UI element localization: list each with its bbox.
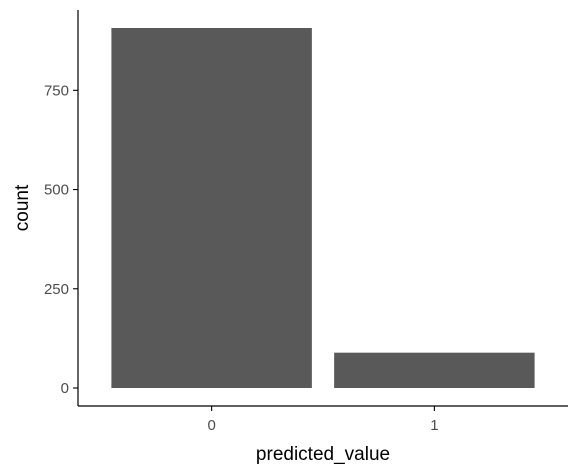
bar-1: [334, 352, 535, 388]
y-axis-title: count: [12, 184, 33, 231]
y-tick-label: 500: [44, 182, 69, 199]
y-tick-label: 0: [61, 380, 69, 397]
bars-group: [111, 28, 535, 388]
x-axis-title: predicted_value: [256, 444, 390, 465]
x-tick-label: 0: [207, 417, 215, 434]
y-tick-label: 250: [44, 281, 69, 298]
y-axis-ticks: 0 250 500 750: [44, 82, 78, 397]
x-tick-label: 1: [430, 417, 438, 434]
y-tick-label: 750: [44, 82, 69, 99]
bar-0: [111, 28, 312, 388]
